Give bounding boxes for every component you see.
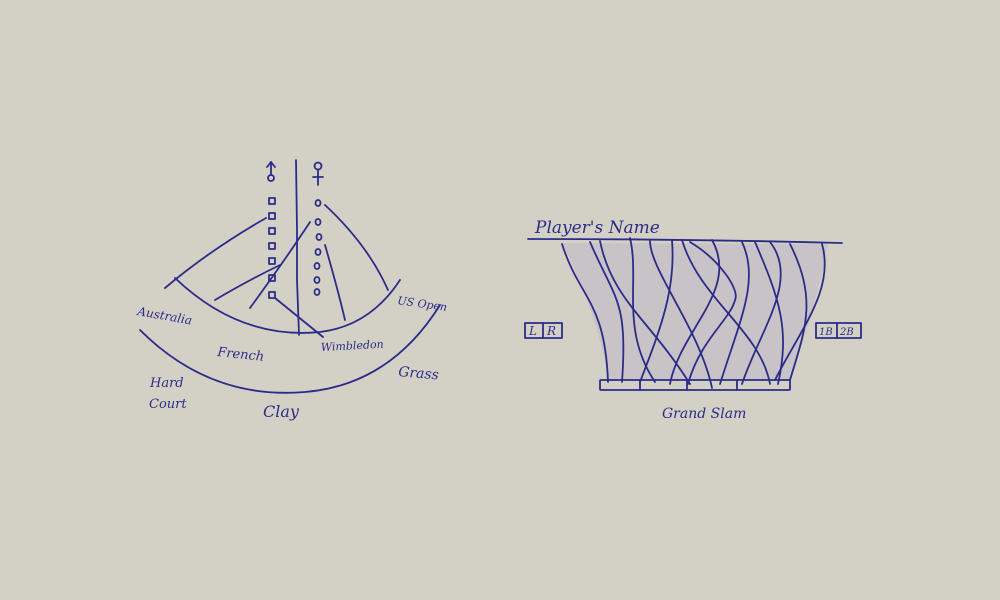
radial-line bbox=[274, 297, 324, 338]
player-square bbox=[268, 242, 276, 250]
flow-curve bbox=[789, 243, 808, 381]
radial-line bbox=[214, 264, 281, 301]
male-symbol-icon bbox=[266, 161, 276, 182]
player-square bbox=[268, 274, 276, 282]
flow-curve bbox=[561, 243, 609, 383]
surface-label-court: Court bbox=[149, 397, 187, 412]
players-name-label: Player's Name bbox=[534, 218, 660, 238]
radial-line bbox=[324, 244, 346, 321]
player-circle bbox=[314, 218, 322, 226]
radial-line bbox=[249, 221, 311, 309]
players-name-line bbox=[527, 238, 843, 244]
player-square bbox=[268, 257, 276, 265]
player-square bbox=[268, 291, 276, 299]
player-circle bbox=[313, 262, 321, 270]
right-box-label-1b: 1B bbox=[819, 327, 833, 338]
flow-curve bbox=[639, 239, 674, 383]
player-circle bbox=[315, 233, 323, 241]
flow-curve bbox=[669, 239, 721, 385]
outer-arc bbox=[139, 304, 441, 394]
flow-curve bbox=[774, 243, 826, 381]
right-sketch: Player's Name Grand Slam bbox=[524, 218, 862, 422]
tournament-label-australia: Australia bbox=[135, 304, 193, 328]
player-circle bbox=[313, 288, 321, 296]
flow-curve bbox=[754, 241, 784, 385]
left-side-box bbox=[524, 322, 563, 339]
grand-slam-bar bbox=[599, 379, 791, 391]
center-divider bbox=[295, 159, 300, 336]
flow-curve bbox=[719, 241, 750, 385]
surface-label-clay: Clay bbox=[263, 402, 300, 421]
flow-curves bbox=[561, 237, 826, 389]
player-circle bbox=[314, 248, 322, 256]
male-player-markers bbox=[268, 197, 276, 299]
flow-curve bbox=[687, 241, 737, 385]
player-square bbox=[268, 212, 276, 220]
flow-curve bbox=[741, 241, 782, 385]
radial-line bbox=[164, 217, 267, 289]
left-box-label-r: R bbox=[546, 324, 556, 338]
female-symbol-icon bbox=[312, 161, 324, 186]
left-sketch: Australia French Wimbledon US Open Hard … bbox=[135, 159, 448, 421]
tournament-label-french: French bbox=[216, 345, 265, 365]
flow-curve bbox=[629, 237, 656, 383]
surface-label-hard: Hard bbox=[149, 376, 184, 391]
player-circle bbox=[314, 199, 322, 207]
tournament-label-wimbledon: Wimbledon bbox=[320, 338, 383, 354]
right-side-box bbox=[815, 322, 862, 339]
grand-slam-label: Grand Slam bbox=[662, 406, 746, 422]
player-square bbox=[268, 227, 276, 235]
radial-line bbox=[324, 204, 389, 291]
flow-curve bbox=[589, 241, 625, 383]
flow-curve bbox=[649, 240, 713, 389]
tournament-label-us-open: US Open bbox=[397, 294, 448, 314]
right-box-label-2b: 2B bbox=[839, 327, 854, 338]
female-player-markers bbox=[313, 199, 323, 296]
player-square bbox=[268, 197, 276, 205]
player-circle bbox=[313, 276, 321, 284]
flow-area-fill bbox=[562, 243, 828, 380]
surface-label-grass: Grass bbox=[398, 364, 440, 383]
left-box-label-l: L bbox=[528, 324, 537, 338]
inner-arc bbox=[174, 277, 401, 334]
